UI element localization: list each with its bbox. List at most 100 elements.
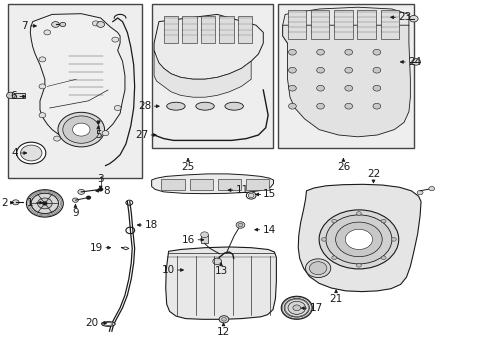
Circle shape (98, 188, 103, 191)
Bar (245, 179, 268, 190)
Circle shape (238, 223, 243, 227)
Circle shape (316, 103, 324, 109)
Circle shape (20, 145, 42, 161)
Circle shape (86, 196, 91, 199)
Text: 13: 13 (214, 266, 227, 276)
Circle shape (372, 85, 380, 91)
Text: 6: 6 (11, 91, 17, 102)
Text: 11: 11 (235, 185, 248, 195)
Circle shape (411, 59, 420, 65)
Text: 4: 4 (12, 148, 18, 158)
Bar (219, 16, 233, 43)
Circle shape (42, 202, 47, 205)
Circle shape (54, 136, 60, 141)
Circle shape (381, 219, 385, 223)
Circle shape (219, 316, 228, 323)
Circle shape (416, 190, 422, 195)
Circle shape (281, 296, 312, 319)
Text: 27: 27 (135, 130, 148, 140)
Circle shape (212, 258, 221, 265)
Circle shape (288, 103, 296, 109)
Polygon shape (154, 50, 251, 97)
Text: 16: 16 (182, 235, 195, 245)
Circle shape (72, 123, 90, 136)
Circle shape (284, 298, 309, 317)
Circle shape (39, 57, 46, 62)
Circle shape (344, 85, 352, 91)
Circle shape (6, 92, 15, 99)
Circle shape (408, 15, 417, 22)
Bar (163, 16, 178, 43)
Bar (8, 4, 142, 178)
Bar (200, 235, 208, 243)
Bar (200, 16, 215, 43)
Circle shape (39, 84, 46, 89)
Polygon shape (165, 247, 276, 319)
Text: 3: 3 (97, 174, 104, 184)
Circle shape (331, 256, 336, 260)
Circle shape (288, 85, 296, 91)
Circle shape (309, 262, 326, 275)
Circle shape (97, 22, 104, 27)
Polygon shape (282, 7, 408, 43)
Circle shape (62, 116, 100, 143)
Circle shape (372, 103, 380, 109)
Circle shape (72, 198, 78, 202)
Circle shape (345, 229, 372, 249)
Text: 7: 7 (21, 21, 28, 31)
Circle shape (114, 105, 121, 111)
Bar (287, 10, 305, 39)
Circle shape (305, 259, 330, 278)
Circle shape (372, 49, 380, 55)
Polygon shape (282, 25, 409, 137)
Text: 19: 19 (90, 243, 103, 253)
Bar (217, 179, 241, 190)
Circle shape (344, 103, 352, 109)
Circle shape (356, 212, 361, 215)
Text: 25: 25 (181, 162, 194, 172)
Text: 10: 10 (162, 265, 175, 275)
Bar (310, 10, 328, 39)
Bar (277, 4, 413, 148)
Text: 8: 8 (103, 186, 110, 196)
Circle shape (31, 193, 59, 213)
Circle shape (26, 190, 63, 217)
Circle shape (288, 67, 296, 73)
Circle shape (200, 232, 208, 238)
Circle shape (44, 30, 51, 35)
Circle shape (102, 131, 109, 136)
Ellipse shape (195, 102, 214, 110)
Circle shape (92, 21, 99, 26)
Circle shape (60, 22, 65, 27)
Circle shape (316, 49, 324, 55)
Polygon shape (298, 184, 420, 292)
Circle shape (112, 37, 119, 42)
Circle shape (221, 318, 226, 321)
Polygon shape (154, 14, 263, 79)
Text: 26: 26 (336, 162, 349, 172)
Circle shape (331, 219, 336, 223)
Bar (189, 179, 212, 190)
Circle shape (287, 301, 305, 314)
Text: 15: 15 (263, 189, 276, 199)
Circle shape (316, 85, 324, 91)
Text: 1: 1 (27, 198, 34, 208)
Bar (380, 10, 398, 39)
Ellipse shape (166, 102, 185, 110)
Text: 21: 21 (329, 294, 342, 305)
Text: 20: 20 (85, 318, 99, 328)
Text: 28: 28 (138, 101, 151, 111)
Ellipse shape (104, 323, 113, 325)
Text: 18: 18 (144, 220, 157, 230)
Bar (333, 10, 352, 39)
Circle shape (372, 67, 380, 73)
Circle shape (52, 22, 60, 27)
Circle shape (39, 113, 46, 118)
Circle shape (17, 142, 46, 164)
Text: 2: 2 (1, 198, 7, 208)
Circle shape (38, 198, 52, 209)
Circle shape (356, 264, 361, 267)
Text: 5: 5 (95, 130, 102, 140)
Circle shape (246, 192, 256, 199)
Bar (151, 4, 272, 148)
